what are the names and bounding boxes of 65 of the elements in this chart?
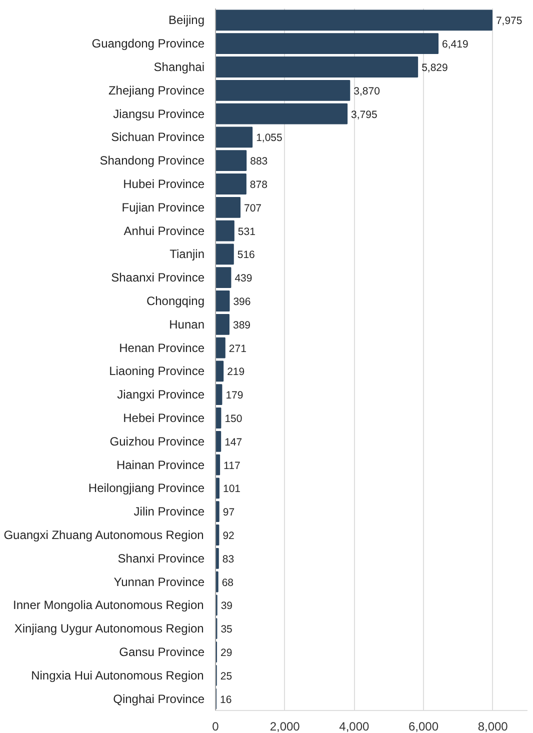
y-tick-label: Sichuan Province [111,130,205,144]
data-label: 5,829 [422,62,448,74]
y-tick-label: Gansu Province [119,645,205,659]
data-label: 179 [226,390,244,402]
data-label: 101 [223,483,241,496]
data-label: 3,870 [354,85,380,98]
data-label: 117 [224,460,240,472]
data-label: 35 [220,624,233,636]
data-label: 883 [250,156,268,168]
y-tick-label: Jilin Province [134,504,205,519]
y-tick-label: Shandong Province [100,154,205,168]
data-label: 147 [224,436,242,448]
data-label: 389 [232,319,251,332]
y-tick-label: Shanxi Province [118,551,205,566]
y-tick-label: Guangdong Province [92,36,205,51]
y-tick-label: Yunnan Province [114,574,205,589]
y-tick-label: Hebei Province [123,411,205,425]
data-label: 150 [224,413,242,425]
data-label: 516 [237,249,256,262]
data-label: 83 [222,553,234,566]
y-tick-label: Heilongjiang Province [88,481,205,496]
y-tick-label: Tianjin [170,247,204,262]
data-label: 7,975 [496,15,522,28]
y-tick-label: Beijing [168,13,205,28]
y-tick-label: Anhui Province [124,224,205,238]
data-label: 396 [233,296,251,308]
y-tick-label: Inner Mongolia Autonomous Region [13,598,204,612]
y-tick-label: Henan Province [119,340,205,355]
x-tick-label: 4,000 [339,720,370,733]
data-label: 97 [222,506,235,519]
y-tick-label: Shaanxi Province [111,270,205,285]
x-tick-label: 8,000 [478,720,508,733]
y-tick-label: Guangxi Zhuang Autonomous Region [4,528,204,542]
y-tick-label: Xinjiang Uygur Autonomous Region [14,622,204,636]
data-label: 39 [220,600,233,612]
x-tick-label: 6,000 [408,720,439,733]
data-label: 16 [220,694,232,706]
data-label: 878 [250,179,268,191]
y-tick-label: Qinghai Province [113,692,205,706]
y-tick-label: Chongqing [146,294,205,308]
y-tick-label: Guizhou Province [110,434,205,448]
y-tick-label: Shanghai [154,60,205,74]
y-tick-label: Hunan [169,317,205,332]
data-label: 707 [244,202,262,214]
data-label: 531 [238,226,256,238]
y-tick-label: Jiangsu Province [113,106,205,121]
y-tick-label: Liaoning Province [109,364,205,378]
data-label: 1,055 [256,132,283,144]
x-tick-label: 0 [212,720,220,733]
y-tick-label: Hubei Province [123,177,205,191]
data-label: 68 [222,576,234,589]
data-label: 92 [222,530,235,542]
y-tick-label: Jiangxi Province [117,388,205,402]
data-label: 6,419 [442,38,468,51]
data-label: 29 [220,647,232,659]
data-label: 439 [234,272,252,285]
y-tick-label: Ningxia Hui Autonomous Region [31,668,204,682]
data-label: 219 [227,366,245,378]
y-tick-label: Hainan Province [116,458,205,472]
data-label: 3,795 [351,108,378,121]
y-tick-label: Zhejiang Province [108,83,205,98]
data-label: 271 [228,342,247,355]
data-label: 25 [220,670,232,682]
y-tick-label: Fujian Province [122,200,205,214]
x-tick-label: 2,000 [270,720,300,733]
